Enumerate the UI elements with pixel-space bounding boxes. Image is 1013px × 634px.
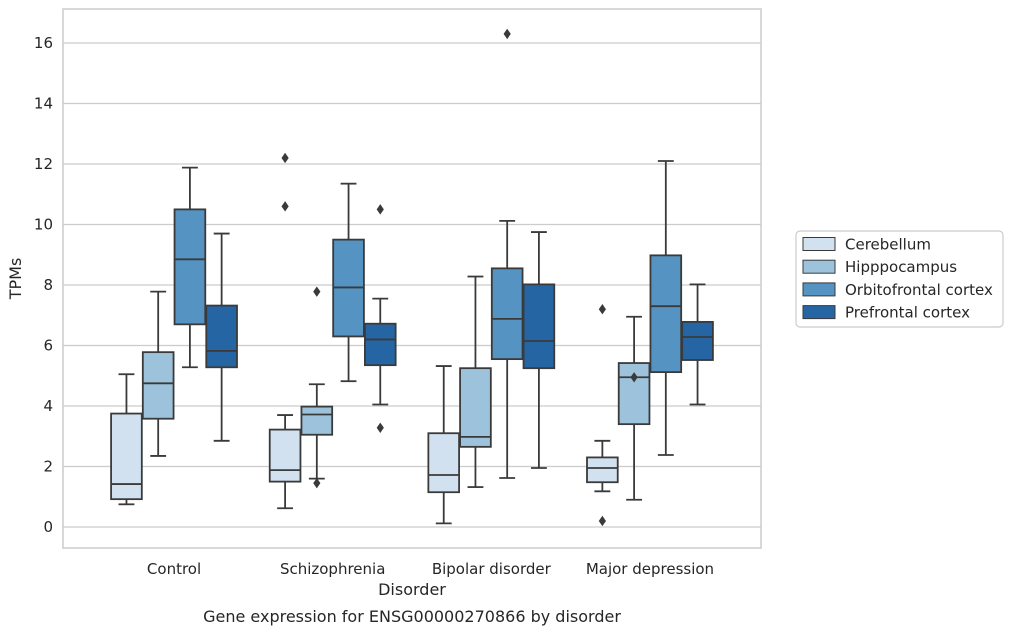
outlier-point <box>376 422 384 433</box>
y-tick-label: 8 <box>43 276 53 294</box>
x-tick-label: Major depression <box>586 560 714 578</box>
box-prefrontal-cortex <box>205 232 238 442</box>
legend-label: Hipppocampus <box>845 258 957 276</box>
outlier-point <box>313 286 321 297</box>
y-tick-label: 14 <box>34 95 53 113</box>
box-iqr <box>649 254 683 374</box>
legend-frame <box>795 230 1004 328</box>
x-axis-label: Disorder <box>378 580 446 599</box>
box-iqr <box>205 304 238 369</box>
box-iqr <box>300 405 334 436</box>
x-tick-label: Bipolar disorder <box>432 560 552 578</box>
box-prefrontal-cortex <box>522 231 556 469</box>
y-tick-label: 2 <box>43 458 53 476</box>
box-iqr <box>173 208 207 326</box>
legend-label: Cerebellum <box>845 236 931 254</box>
y-tick-label: 10 <box>34 216 53 234</box>
legend: Cerebellum Hipppocampus Orbitofrontal cort… <box>795 230 1004 328</box>
legend-swatch <box>802 237 836 251</box>
box-cerebellum <box>427 365 460 525</box>
box-iqr <box>681 321 714 361</box>
outlier-point <box>598 304 606 315</box>
y-tick-label: 0 <box>43 518 53 536</box>
box-iqr <box>490 267 524 361</box>
box-hipppocampus <box>141 290 175 457</box>
box-iqr <box>586 456 619 484</box>
outlier-point <box>598 515 606 527</box>
y-tick-label: 16 <box>34 34 53 52</box>
y-axis-label: TPMs <box>6 258 25 301</box>
x-tick-labels: Control Schizophrenia Bipolar disorder Majo… <box>147 560 714 578</box>
plot-frame <box>62 8 762 549</box>
box-hipppocampus <box>459 275 492 488</box>
box-iqr <box>427 432 460 494</box>
y-tick-label: 12 <box>34 155 53 173</box>
chart-caption: Gene expression for ENSG00000270866 by d… <box>203 607 621 626</box>
box-iqr <box>110 412 143 501</box>
box-hipppocampus <box>300 286 334 489</box>
box-orbitofrontal-cortex <box>173 166 207 369</box>
box-iqr <box>522 283 556 370</box>
box-cerebellum <box>268 152 302 510</box>
x-tick-label: Schizophrenia <box>280 560 385 578</box>
box-orbitofrontal-cortex <box>332 182 365 383</box>
legend-label: Orbitofrontal cortex <box>845 281 993 299</box>
outlier-point <box>281 152 289 164</box>
legend-swatch <box>802 259 836 274</box>
box-hipppocampus <box>617 315 651 501</box>
box-iqr <box>459 367 492 448</box>
y-tick-label: 6 <box>43 337 53 355</box>
outlier-point <box>630 372 638 383</box>
box-cerebellum <box>110 373 143 506</box>
legend-label: Prefrontal cortex <box>845 304 970 322</box>
box-cerebellum <box>586 304 619 527</box>
y-tick-label: 4 <box>43 397 53 415</box>
y-tick-labels: 0 2 4 6 8 10 12 14 16 <box>34 34 53 536</box>
legend-swatch <box>802 282 836 297</box>
x-tick-label: Control <box>147 560 201 578</box>
box-prefrontal-cortex <box>681 283 714 406</box>
box-iqr <box>141 351 175 420</box>
outlier-point <box>281 201 289 212</box>
outlier-point <box>313 477 321 489</box>
box-series <box>110 28 714 527</box>
box-iqr <box>364 322 397 367</box>
outlier-point <box>503 28 511 40</box>
box-orbitofrontal-cortex <box>649 160 683 456</box>
outlier-point <box>376 204 384 215</box>
legend-swatch <box>802 305 836 320</box>
box-iqr <box>268 428 302 483</box>
box-orbitofrontal-cortex <box>490 28 524 479</box>
box-prefrontal-cortex <box>364 204 397 433</box>
